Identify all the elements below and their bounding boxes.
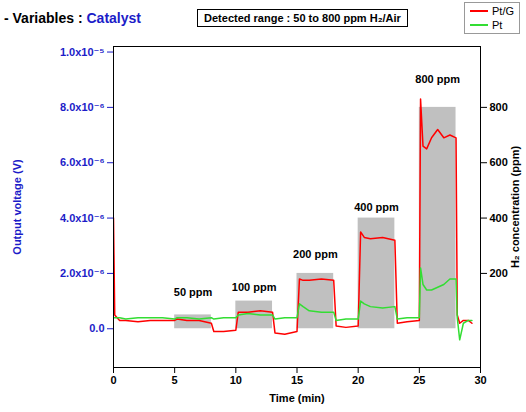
svg-text:25: 25 [413,374,425,386]
svg-text:5: 5 [172,374,178,386]
html-text:Detected range : 50 to 800 ppm: Detected range : 50 to 800 ppm H₂/Air [204,12,401,24]
svg-text:600: 600 [490,156,508,168]
svg-text:Output voltage (V): Output voltage (V) [11,159,23,255]
svg-text:100 ppm: 100 ppm [232,281,277,293]
svg-text:8.0x10⁻⁶: 8.0x10⁻⁶ [60,101,105,113]
svg-text:20: 20 [352,374,364,386]
svg-text:15: 15 [291,374,303,386]
svg-text:50 ppm: 50 ppm [174,286,213,298]
svg-text:Time (min): Time (min) [269,392,325,404]
html-text:Pt/G: Pt/G [492,5,514,17]
svg-text:0: 0 [110,374,116,386]
svg-text:400: 400 [490,212,508,224]
svg-text:400 ppm: 400 ppm [354,201,399,213]
svg-text:H₂ concentration (ppm): H₂ concentration (ppm) [509,146,521,269]
svg-text:0.0: 0.0 [89,322,104,334]
svg-text:800 ppm: 800 ppm [415,73,460,85]
svg-text:10: 10 [230,374,242,386]
svg-text:4.0x10⁻⁶: 4.0x10⁻⁶ [60,212,105,224]
svg-text:6.0x10⁻⁶: 6.0x10⁻⁶ [60,156,105,168]
svg-text:200 ppm: 200 ppm [293,248,338,260]
svg-text:800: 800 [490,101,508,113]
svg-text:200: 200 [490,267,508,279]
svg-text:30: 30 [474,374,486,386]
svg-text:2.0x10⁻⁶: 2.0x10⁻⁶ [60,267,105,279]
html-text:Pt: Pt [492,19,503,31]
html-text:- Variables : Catalyst: - Variables : Catalyst [4,10,141,26]
svg-text:1.0x10⁻⁵: 1.0x10⁻⁵ [60,46,105,58]
